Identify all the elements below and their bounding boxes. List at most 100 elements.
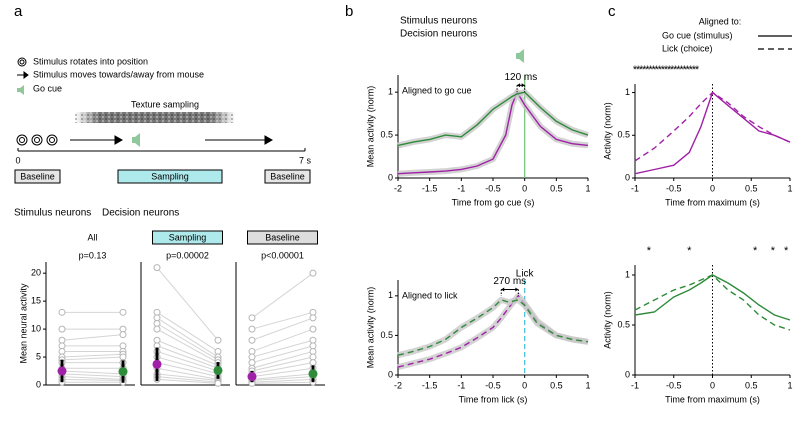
y-tick-label: 1: [625, 269, 630, 279]
y-axis-label: Mean activity (norm): [365, 287, 375, 369]
significance-star: *: [771, 245, 776, 257]
legend-entry: Lick (choice): [662, 43, 713, 53]
x-tick-label: -0.5: [485, 183, 501, 193]
y-tick-label: 1: [388, 290, 393, 300]
y-tick-label: 0: [388, 172, 393, 182]
pair-line: [251, 317, 314, 341]
mean-dot: [118, 367, 128, 377]
neuron-dot: [153, 264, 161, 272]
x-tick-label: -1: [631, 380, 639, 390]
x-tick-label: -1: [457, 183, 465, 193]
pair-line: [156, 339, 219, 366]
x-tick-label: -1: [631, 183, 639, 193]
x-tick-label: 0.5: [550, 183, 563, 193]
x-tick-label: -0.5: [485, 380, 501, 390]
neuron-dot: [248, 336, 256, 344]
x-tick-label: -1: [457, 380, 465, 390]
legend-entry: Go cue (stimulus): [662, 30, 733, 40]
p-value: p<0.00001: [261, 250, 304, 260]
mean-dot: [247, 372, 257, 382]
p-value: p=0.00002: [166, 250, 209, 260]
go-cue-icon: [516, 49, 524, 63]
significance-star: *: [689, 64, 694, 76]
y-tick-label: 1: [625, 87, 630, 97]
significance-star: *: [692, 64, 697, 76]
texture-label: Texture sampling: [131, 99, 199, 109]
significance-star: *: [664, 64, 669, 76]
subplot-title: Baseline: [265, 232, 300, 242]
x-tick-label: 1: [787, 183, 792, 193]
panel-label: a: [14, 3, 23, 20]
significance-star: *: [687, 245, 692, 257]
significance-star: *: [686, 64, 691, 76]
legend-title: Aligned to:: [699, 16, 742, 26]
subplot-title: Sampling: [169, 232, 207, 242]
x-tick-label: -1.5: [422, 183, 438, 193]
schematic: [14, 57, 311, 184]
neuron-dot: [214, 379, 222, 387]
arrow-head: [517, 83, 525, 88]
y-axis-label: Mean neural activity: [18, 283, 28, 364]
title-box: [247, 230, 318, 245]
time-end: 7 s: [299, 155, 312, 165]
annotation-label: 120 ms: [504, 72, 537, 83]
pair-line: [251, 272, 314, 319]
x-tick-label: 1: [787, 380, 792, 390]
y-axis-label: Mean activity (norm): [365, 86, 375, 168]
panel-label: c: [608, 3, 616, 20]
pair-line: [156, 373, 219, 382]
pair-line: [251, 311, 314, 330]
significance-star: *: [648, 64, 653, 76]
reference-label: Lick: [516, 269, 535, 280]
y-tick-label: 0.5: [617, 130, 630, 140]
neuron-dot: [309, 269, 317, 277]
pair-line: [61, 370, 124, 375]
time-start: 0: [15, 155, 20, 165]
pair-line: [156, 350, 219, 372]
plot-title: Aligned to lick: [402, 290, 458, 300]
epoch-label: Sampling: [151, 171, 189, 181]
x-tick-label: 0: [522, 380, 527, 390]
x-axis-label: Time from go cue (s): [452, 197, 535, 207]
x-tick-label: 0.5: [745, 183, 758, 193]
pair-line: [251, 339, 314, 358]
mean-dot: [308, 369, 318, 379]
x-axis-label: Time from maximum (s): [665, 394, 760, 404]
p-value: p=0.13: [79, 250, 107, 260]
significance-star: *: [682, 64, 687, 76]
neuron-dot: [248, 314, 256, 322]
significance-star: *: [670, 64, 675, 76]
x-tick-label: 1: [585, 380, 590, 390]
legend-entry: Stimulus neurons: [400, 16, 477, 27]
y-tick-label: 0: [625, 369, 630, 379]
pair-line: [156, 323, 219, 361]
x-tick-label: -2: [394, 380, 402, 390]
y-tick-label: 1: [388, 87, 393, 97]
legend-entry: Decision neurons: [102, 208, 179, 219]
title-box: [152, 230, 223, 245]
pair-line: [251, 367, 314, 378]
pair-line: [251, 376, 314, 382]
pair-line: [156, 356, 219, 375]
legend-entry: Decision neurons: [400, 29, 477, 40]
pair-line: [251, 381, 314, 384]
significance-star: *: [647, 245, 652, 257]
x-axis-label: Time from lick (s): [459, 394, 528, 404]
significance-star: *: [639, 64, 644, 76]
epoch-label: Baseline: [270, 171, 305, 181]
pair-line: [251, 328, 314, 352]
x-tick-label: -0.5: [666, 183, 682, 193]
pair-line: [61, 378, 124, 382]
x-tick-label: 0.5: [745, 380, 758, 390]
subplot-title: All: [87, 232, 97, 242]
x-tick-label: 0.5: [550, 380, 563, 390]
significance-star: *: [655, 64, 660, 76]
y-tick-label: 0.5: [380, 330, 393, 340]
pair-line: [156, 311, 219, 352]
y-tick-label: 0: [36, 379, 41, 389]
y-tick-label: 0.5: [617, 319, 630, 329]
neuron-dot: [248, 325, 256, 333]
panel-label: b: [345, 3, 353, 20]
